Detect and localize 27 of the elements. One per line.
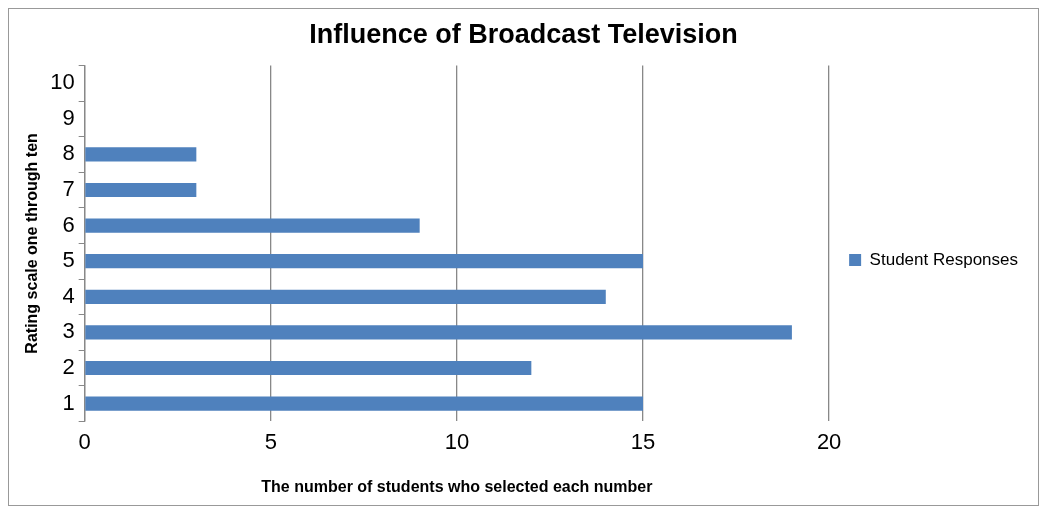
- x-axis-title: The number of students who selected each number: [261, 477, 653, 495]
- y-tick-label: 10: [50, 69, 75, 95]
- y-tick-label: 8: [62, 140, 75, 166]
- x-tick-label: 15: [630, 428, 656, 454]
- y-tick-label: 6: [62, 211, 75, 237]
- x-tick-label: 5: [264, 428, 277, 454]
- y-tick-label: 7: [62, 176, 75, 202]
- x-tick-label: 0: [78, 428, 91, 454]
- y-tick-label: 1: [62, 389, 75, 415]
- bar: [85, 147, 197, 162]
- y-tick-label: 9: [62, 104, 75, 130]
- y-tick-label: 5: [62, 247, 75, 273]
- y-axis-title: Rating scale one through ten: [23, 133, 41, 354]
- y-tick-label: 2: [62, 354, 75, 380]
- bar: [85, 254, 644, 269]
- legend-label: Student Responses: [869, 249, 1019, 269]
- x-tick-label: 20: [816, 428, 842, 454]
- chart-title: Influence of Broadcast Television: [309, 18, 738, 49]
- x-tick-label: 10: [444, 428, 470, 454]
- bar: [85, 218, 420, 233]
- bar: [85, 182, 197, 198]
- y-tick-label: 4: [62, 282, 75, 308]
- bar: [85, 289, 606, 304]
- bar: [85, 396, 644, 411]
- bar: [85, 325, 792, 340]
- bar: [85, 360, 532, 376]
- y-tick-label: 3: [62, 318, 75, 344]
